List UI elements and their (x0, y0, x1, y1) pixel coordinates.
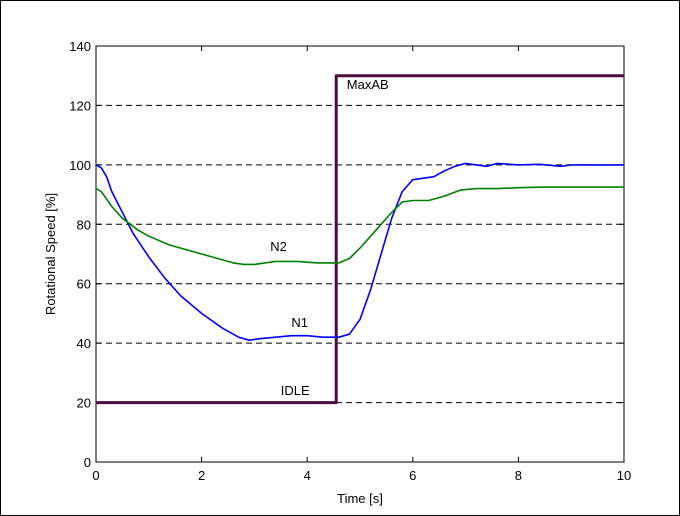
grid-lines (96, 104, 624, 404)
y-axis-label: Rotational Speed [%] (43, 193, 58, 315)
annotations: MaxAB N2 N1 IDLE (270, 77, 388, 398)
annotation-n1: N1 (291, 315, 308, 330)
y-tick-label: 60 (77, 277, 91, 292)
series-line-n1 (95, 162, 624, 342)
y-tick-label: 100 (69, 158, 91, 173)
y-tick-label: 0 (84, 455, 91, 470)
y-tick-label: 140 (69, 39, 91, 54)
plot-area (95, 45, 625, 463)
annotation-maxab: MaxAB (347, 77, 389, 92)
x-tick-label: 6 (409, 468, 416, 483)
x-tick-label: 8 (515, 468, 522, 483)
series-line-n2 (95, 186, 624, 266)
annotation-n2: N2 (270, 239, 287, 254)
y-tick-label: 40 (77, 336, 91, 351)
x-tick-label: 0 (92, 468, 99, 483)
annotation-idle: IDLE (281, 383, 310, 398)
y-tick-label: 20 (77, 396, 91, 411)
x-tick-label: 4 (304, 468, 311, 483)
x-axis-label: Time [s] (337, 491, 383, 506)
x-tick-label: 2 (198, 468, 205, 483)
series-line-throttle (96, 74, 624, 405)
y-tick-label: 120 (69, 98, 91, 113)
axis-ticks: 0 20 40 60 80 100 120 140 0 2 4 6 8 10 (69, 39, 631, 483)
x-tick-label: 10 (617, 468, 631, 483)
y-tick-label: 80 (77, 217, 91, 232)
series-group (95, 74, 624, 405)
